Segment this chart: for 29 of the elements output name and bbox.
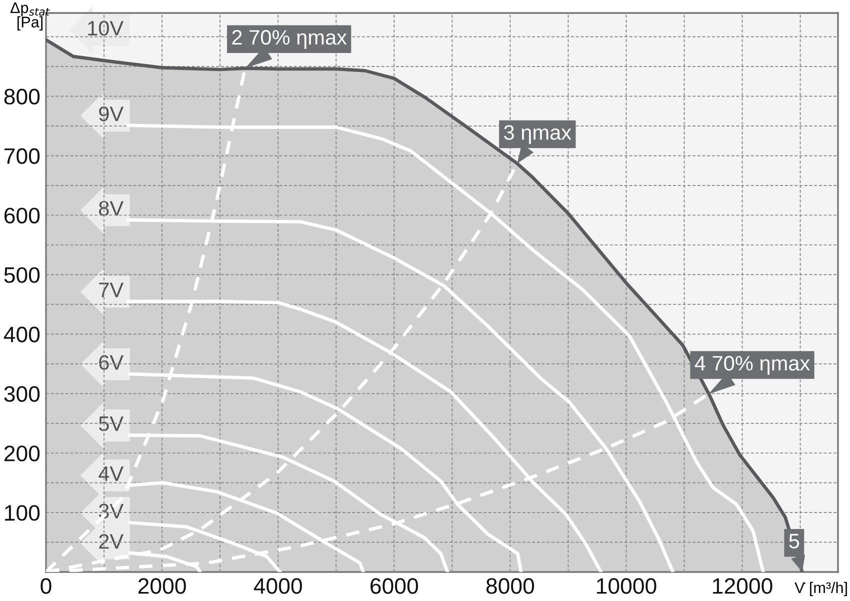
y-tick-label: 500	[4, 267, 40, 283]
x-axis-title: V̇ [m³/h]	[794, 582, 847, 596]
series-label: 10V	[88, 20, 124, 36]
annotation: 4 70% ηmax	[694, 356, 810, 375]
series-label: 4V	[98, 466, 124, 481]
series-label: 6V	[99, 355, 124, 370]
x-tick-label: 8000	[486, 578, 534, 594]
annotation: 3 ηmax	[504, 125, 572, 144]
annotation: 5	[789, 534, 800, 548]
x-tick-label: 10000	[597, 578, 656, 594]
y-tick-label: 200	[4, 446, 40, 462]
y-tick-label: 300	[4, 386, 40, 402]
y-tick-label: 800	[4, 88, 40, 105]
x-tick-label: 0	[40, 578, 52, 594]
x-tick-label: 2000	[138, 578, 186, 594]
series-label: 9V	[99, 106, 124, 122]
y-tick-label: 100	[5, 505, 40, 521]
series-label: 5V	[98, 416, 124, 432]
x-tick-label: 6000	[370, 578, 418, 594]
x-tick-label: 12000	[713, 578, 772, 594]
y-tick-label: 600	[4, 208, 40, 224]
y-axis-title: Δp$_{stat}$ [Pa]	[10, 2, 50, 30]
annotation: 2 70% ηmax	[232, 30, 347, 49]
series-label: 7V	[99, 282, 124, 298]
y-tick-label: 700	[4, 148, 40, 164]
series-label: 2V	[99, 534, 124, 549]
series-label: 8V	[99, 201, 124, 216]
x-tick-label: 4000	[254, 578, 302, 594]
y-tick-label: 400	[4, 326, 40, 342]
